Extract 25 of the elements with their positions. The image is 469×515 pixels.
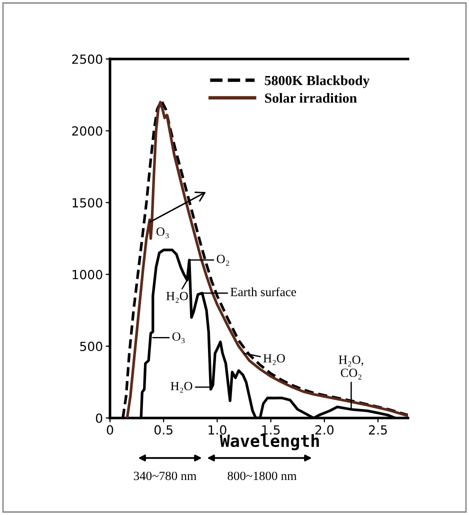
text: 800~1800 nm [228,472,297,480]
x-tick-label: 2.0 [315,425,334,435]
x-axis-title: Wavelength [220,434,319,450]
x-tick-label: 2.5 [368,425,387,435]
x-tick-label: 1.5 [262,425,280,435]
annotation: H₂O [166,292,188,303]
x-tick-label: 0.5 [154,425,172,435]
legend-label: Solar irradition [265,93,357,103]
y-tick-label: 2500 [72,54,102,64]
annotation: H₂O, CO₂ [338,356,364,380]
x-tick-label: 0 [106,425,114,435]
y-tick-label: 500 [80,342,102,352]
annotation: H₂O [170,382,192,393]
text: 340~780 nm [134,472,196,480]
y-tick-label: 1500 [72,198,102,208]
annotation: O₃ [156,227,169,238]
annotation: Earth surface [230,287,296,296]
annotation: O₃ [172,332,185,344]
y-tick-label: 1000 [72,270,102,280]
annotation: H₂O [263,354,285,365]
y-tick-label: 2000 [72,126,102,136]
legend-label: 5800K Blackbody [264,75,370,88]
annotation: O₂ [216,254,230,266]
y-tick-label: 0 [96,413,102,423]
x-tick-label: 1.0 [208,425,226,435]
